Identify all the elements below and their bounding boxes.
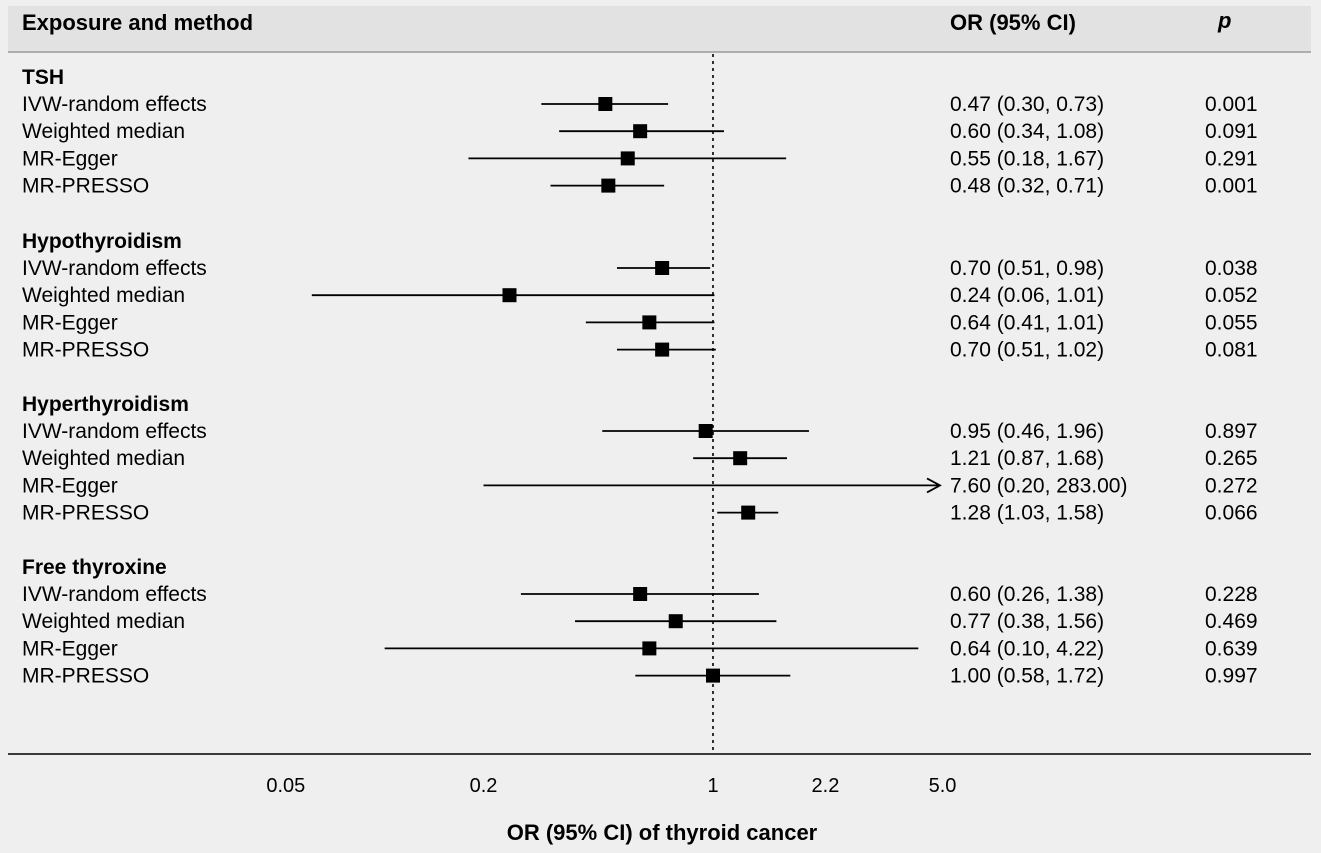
group-label-free-thyroxine: Free thyroxine — [22, 556, 167, 579]
or-ci-value-tsh-mr-presso: 0.48 (0.32, 0.71) — [950, 175, 1104, 198]
method-label-hypothyroidism-mr-egger: MR-Egger — [22, 311, 118, 334]
header-p: p — [1217, 8, 1231, 33]
method-label-tsh-ivw-random-effects: IVW-random effects — [22, 93, 207, 116]
x-tick-label-2-2: 2.2 — [812, 775, 840, 797]
method-label-free-thyroxine-weighted-median: Weighted median — [22, 610, 185, 633]
estimate-marker-hyperthyroidism-ivw-random-effects — [698, 424, 713, 438]
or-ci-value-hypothyroidism-ivw-random-effects: 0.70 (0.51, 0.98) — [950, 257, 1104, 280]
p-value-tsh-mr-presso: 0.001 — [1205, 175, 1258, 198]
x-tick-label-5-0: 5.0 — [929, 775, 957, 797]
or-ci-value-hypothyroidism-mr-presso: 0.70 (0.51, 1.02) — [950, 339, 1104, 362]
p-value-hypothyroidism-mr-egger: 0.055 — [1205, 311, 1258, 334]
p-value-tsh-mr-egger: 0.291 — [1205, 147, 1258, 170]
p-value-free-thyroxine-mr-egger: 0.639 — [1205, 637, 1258, 660]
method-label-tsh-mr-egger: MR-Egger — [22, 147, 118, 170]
p-value-hypothyroidism-mr-presso: 0.081 — [1205, 339, 1258, 362]
x-tick-label-1: 1 — [707, 775, 718, 797]
p-value-tsh-ivw-random-effects: 0.001 — [1205, 93, 1258, 116]
x-tick-label-0-2: 0.2 — [470, 775, 498, 797]
estimate-marker-hypothyroidism-mr-egger — [642, 315, 657, 330]
x-axis-label: OR (95% CI) of thyroid cancer — [507, 820, 818, 845]
or-ci-value-hyperthyroidism-mr-egger: 7.60 (0.20, 283.00) — [950, 474, 1127, 497]
header-or-ci: OR (95% CI) — [950, 10, 1076, 35]
method-label-free-thyroxine-mr-presso: MR-PRESSO — [22, 665, 149, 688]
estimate-marker-free-thyroxine-mr-egger — [642, 641, 657, 656]
p-value-hypothyroidism-weighted-median: 0.052 — [1205, 284, 1258, 307]
x-tick-label-0-05: 0.05 — [266, 775, 305, 797]
ci-arrow-hyperthyroidism-mr-egger — [926, 477, 942, 494]
group-label-tsh: TSH — [22, 66, 64, 89]
p-value-free-thyroxine-weighted-median: 0.469 — [1205, 610, 1258, 633]
estimate-marker-hypothyroidism-ivw-random-effects — [655, 261, 670, 275]
header-band — [8, 6, 1311, 52]
p-value-free-thyroxine-ivw-random-effects: 0.228 — [1205, 583, 1258, 606]
method-label-hyperthyroidism-mr-egger: MR-Egger — [22, 474, 118, 497]
estimate-marker-free-thyroxine-ivw-random-effects — [633, 587, 648, 601]
method-label-hypothyroidism-ivw-random-effects: IVW-random effects — [22, 257, 207, 280]
method-label-hypothyroidism-weighted-median: Weighted median — [22, 284, 185, 307]
estimate-marker-tsh-mr-presso — [601, 178, 616, 193]
method-label-tsh-mr-presso: MR-PRESSO — [22, 175, 149, 198]
estimate-marker-hypothyroidism-weighted-median — [502, 288, 517, 303]
estimate-marker-hyperthyroidism-mr-presso — [741, 505, 756, 520]
method-label-free-thyroxine-ivw-random-effects: IVW-random effects — [22, 583, 207, 606]
method-label-hyperthyroidism-mr-presso: MR-PRESSO — [22, 502, 149, 525]
x-axis-ticks: 0.05 0.2 1 2.2 5.0 — [266, 775, 956, 797]
method-label-tsh-weighted-median: Weighted median — [22, 120, 185, 143]
or-ci-value-free-thyroxine-weighted-median: 0.77 (0.38, 1.56) — [950, 610, 1104, 633]
or-ci-value-tsh-mr-egger: 0.55 (0.18, 1.67) — [950, 147, 1104, 170]
method-label-free-thyroxine-mr-egger: MR-Egger — [22, 637, 118, 660]
p-value-hyperthyroidism-ivw-random-effects: 0.897 — [1205, 420, 1258, 443]
method-label-hyperthyroidism-ivw-random-effects: IVW-random effects — [22, 420, 207, 443]
forest-rows: TSH IVW-random effects 0.47 (0.30, 0.73) 0.… — [22, 66, 1258, 688]
method-label-hypothyroidism-mr-presso: MR-PRESSO — [22, 339, 149, 362]
or-ci-value-hyperthyroidism-ivw-random-effects: 0.95 (0.46, 1.96) — [950, 420, 1104, 443]
group-label-hypothyroidism: Hypothyroidism — [22, 230, 182, 253]
or-ci-value-tsh-weighted-median: 0.60 (0.34, 1.08) — [950, 120, 1104, 143]
or-ci-value-free-thyroxine-mr-egger: 0.64 (0.10, 4.22) — [950, 637, 1104, 660]
estimate-marker-free-thyroxine-mr-presso — [706, 668, 720, 683]
method-label-hyperthyroidism-weighted-median: Weighted median — [22, 447, 185, 470]
estimate-marker-tsh-mr-egger — [620, 151, 635, 166]
or-ci-value-free-thyroxine-mr-presso: 1.00 (0.58, 1.72) — [950, 665, 1104, 688]
estimate-marker-tsh-ivw-random-effects — [598, 97, 613, 111]
p-value-hyperthyroidism-mr-presso: 0.066 — [1205, 502, 1258, 525]
estimate-marker-hyperthyroidism-weighted-median — [733, 451, 748, 466]
group-label-hyperthyroidism: Hyperthyroidism — [22, 393, 189, 416]
p-value-hyperthyroidism-weighted-median: 0.265 — [1205, 447, 1258, 470]
or-ci-value-hyperthyroidism-weighted-median: 1.21 (0.87, 1.68) — [950, 447, 1104, 470]
p-value-free-thyroxine-mr-presso: 0.997 — [1205, 665, 1258, 688]
or-ci-value-hyperthyroidism-mr-presso: 1.28 (1.03, 1.58) — [950, 502, 1104, 525]
or-ci-value-hypothyroidism-weighted-median: 0.24 (0.06, 1.01) — [950, 284, 1104, 307]
or-ci-value-free-thyroxine-ivw-random-effects: 0.60 (0.26, 1.38) — [950, 583, 1104, 606]
or-ci-value-hypothyroidism-mr-egger: 0.64 (0.41, 1.01) — [950, 311, 1104, 334]
p-value-hypothyroidism-ivw-random-effects: 0.038 — [1205, 257, 1258, 280]
estimate-marker-tsh-weighted-median — [633, 124, 648, 139]
p-value-tsh-weighted-median: 0.091 — [1205, 120, 1258, 143]
header-exposure-method: Exposure and method — [22, 10, 253, 35]
estimate-marker-free-thyroxine-weighted-median — [668, 614, 683, 629]
estimate-marker-hypothyroidism-mr-presso — [655, 342, 670, 357]
p-value-hyperthyroidism-mr-egger: 0.272 — [1205, 474, 1258, 497]
or-ci-value-tsh-ivw-random-effects: 0.47 (0.30, 0.73) — [950, 93, 1104, 116]
